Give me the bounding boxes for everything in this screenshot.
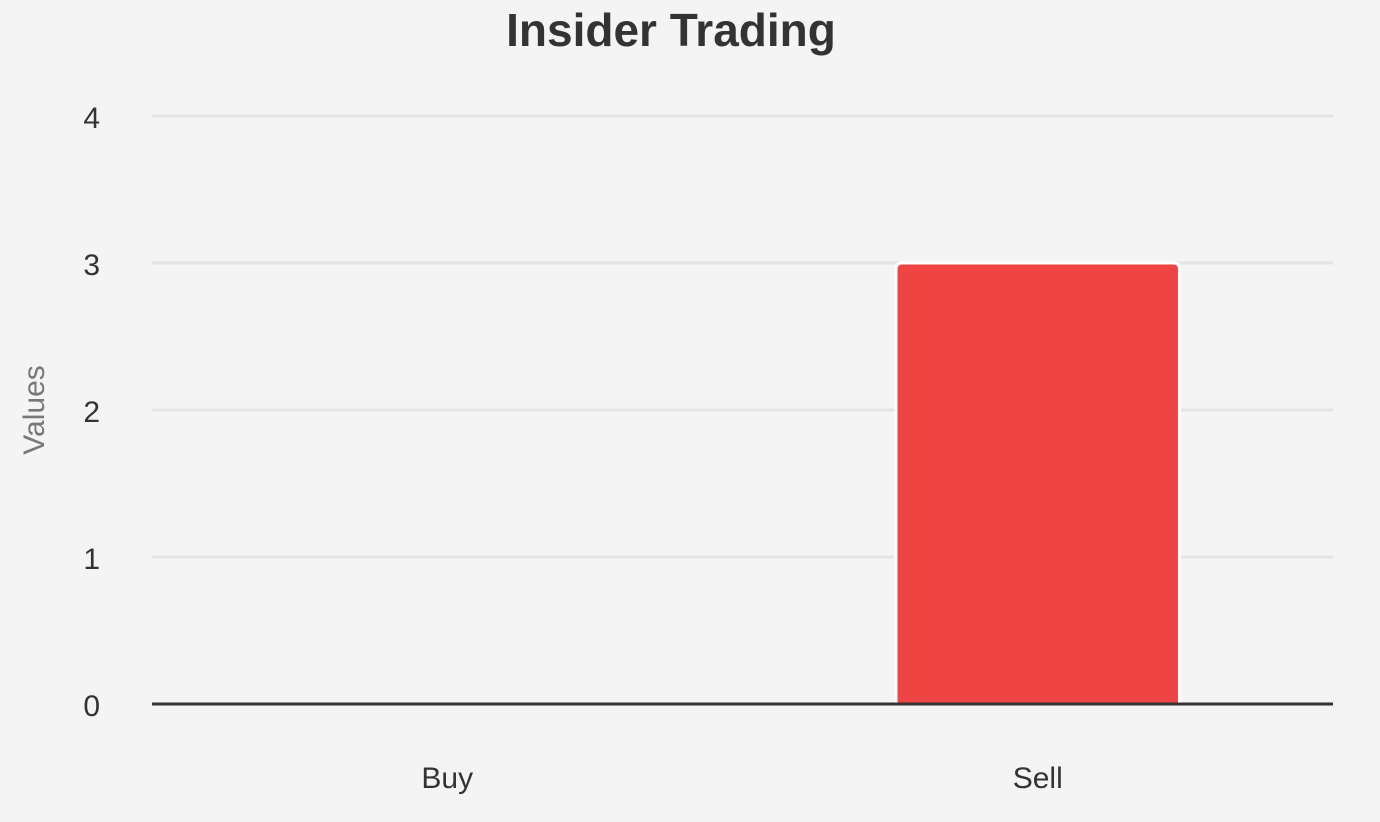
- y-tick-label: 4: [83, 102, 100, 135]
- x-tick-label: Sell: [1013, 762, 1063, 795]
- y-axis-label: Values: [18, 365, 51, 455]
- y-tick-label: 1: [83, 543, 100, 576]
- chart-title: Insider Trading: [506, 4, 836, 56]
- x-tick-label: Buy: [421, 762, 473, 795]
- y-tick-label: 3: [83, 249, 100, 282]
- y-tick-label: 0: [83, 690, 100, 723]
- bar: [894, 261, 1181, 706]
- y-tick-label: 2: [83, 396, 100, 429]
